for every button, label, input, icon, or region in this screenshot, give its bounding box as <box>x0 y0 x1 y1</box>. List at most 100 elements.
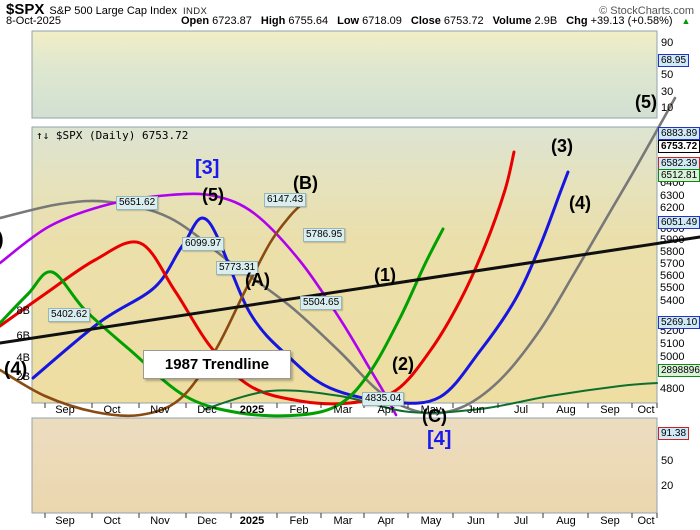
price-flag: 5269.10 <box>658 316 700 329</box>
trendline-1987 <box>0 235 700 345</box>
price-tick: 5100 <box>660 338 685 350</box>
stochastic-tick: 20 <box>661 480 674 492</box>
month-label: Oct <box>103 404 121 416</box>
price-tick: 5700 <box>660 258 685 270</box>
price-callout: 5786.95 <box>303 228 346 242</box>
price-flag: 2898896 <box>658 364 700 377</box>
symbol-row: $SPX S&P 500 Large Cap Index INDX © Stoc… <box>6 1 694 18</box>
elliott-wave-label: (3) <box>551 136 573 156</box>
month-label: Sep <box>55 404 75 416</box>
trendline-annotation: 1987 Trendline <box>143 350 291 379</box>
close-field: Close 6753.72 <box>410 15 484 27</box>
rsi-tick: 30 <box>661 86 674 98</box>
rsi-panel <box>31 30 658 119</box>
price-tick: 5400 <box>660 295 685 307</box>
price-callout: 6099.97 <box>182 237 225 251</box>
price-callout: 5402.62 <box>48 308 91 322</box>
elliott-wave-label: (1) <box>374 265 396 285</box>
month-label: Apr <box>377 404 395 416</box>
rsi-value-flag: 68.95 <box>658 54 690 67</box>
stochastic-panel <box>31 417 658 514</box>
chart-header: $SPX S&P 500 Large Cap Index INDX © Stoc… <box>0 0 700 30</box>
month-label: Nov <box>150 515 170 527</box>
month-label: Nov <box>150 404 170 416</box>
volume-field: Volume 2.9B <box>492 15 558 27</box>
month-label: Oct <box>637 404 655 416</box>
month-label: Sep <box>600 404 620 416</box>
month-label: Sep <box>55 515 75 527</box>
symbol-name: S&P 500 Large Cap Index <box>49 5 177 17</box>
low-field: Low 6718.09 <box>337 15 402 27</box>
month-label: Mar <box>333 404 353 416</box>
month-label: 2025 <box>239 404 265 416</box>
price-callout: 5651.62 <box>116 196 159 210</box>
elliott-wave-label: [3] <box>195 157 220 179</box>
blue-cycle <box>31 170 570 405</box>
elliott-wave-label: (B) <box>293 173 318 193</box>
price-tick: 5500 <box>660 282 685 294</box>
open-field: Open 6723.87 <box>181 15 252 27</box>
month-label: Feb <box>289 515 309 527</box>
rsi-tick: 10 <box>661 102 674 114</box>
elliott-wave-label: (5) <box>202 185 224 205</box>
dark-green-arc <box>204 382 658 414</box>
price-panel <box>31 126 658 404</box>
month-label: May <box>420 404 442 416</box>
elliott-wave-label: (4) <box>4 359 28 380</box>
month-label: Dec <box>197 404 217 416</box>
rsi-tick: 90 <box>661 37 674 49</box>
month-label: Jun <box>467 404 485 416</box>
volume-axis-tick: 4B <box>16 352 30 364</box>
month-label: Jul <box>513 515 529 527</box>
chart-date: 8-Oct-2025 <box>6 15 62 27</box>
green-cycle <box>0 227 445 418</box>
volume-axis-tick: 6B <box>16 330 30 342</box>
month-label: Oct <box>637 515 655 527</box>
main-chart-title: ↑↓ $SPX (Daily) 6753.72 <box>36 129 189 142</box>
exchange: INDX <box>182 6 208 17</box>
elliott-wave-label: [4] <box>427 428 452 450</box>
rsi-tick: 50 <box>661 69 674 81</box>
month-label: May <box>420 515 442 527</box>
price-tick: 6300 <box>660 190 685 202</box>
month-label: Apr <box>377 515 395 527</box>
month-label: Dec <box>197 515 217 527</box>
updown-arrows-icon: ↑↓ <box>36 129 50 142</box>
change-up-arrow-icon: ▲ <box>681 16 691 26</box>
price-flag: 6753.72 <box>658 140 700 153</box>
month-label: Jun <box>467 515 485 527</box>
month-label: Aug <box>556 515 576 527</box>
month-label: Mar <box>333 515 353 527</box>
month-label: Jul <box>513 404 529 416</box>
price-tick: 6200 <box>660 202 685 214</box>
price-callout: 4835.04 <box>362 392 405 406</box>
purple-cycle <box>0 192 398 417</box>
elliott-wave-label: (4) <box>569 193 591 213</box>
price-tick: 5800 <box>660 246 685 258</box>
price-tick: 5900 <box>660 234 685 246</box>
price-flag: 6512.81 <box>658 169 700 182</box>
elliott-wave-label: (5) <box>635 92 657 112</box>
elliott-wave-label: ) <box>0 230 4 250</box>
price-tick: 5000 <box>660 351 685 363</box>
price-flag: 6051.49 <box>658 216 700 229</box>
price-callout: 5504.65 <box>300 296 343 310</box>
month-label: Feb <box>289 404 309 416</box>
month-label: Oct <box>103 515 121 527</box>
elliott-wave-label: (2) <box>392 354 414 374</box>
copyright: © StockCharts.com <box>599 5 694 17</box>
stochastic-tick: 50 <box>661 455 674 467</box>
month-label: Sep <box>600 515 620 527</box>
ohlc-row: 8-Oct-2025 Open 6723.87 High 6755.64 Low 67… <box>6 15 694 27</box>
symbol: $SPX <box>6 1 45 18</box>
price-tick: 5600 <box>660 270 685 282</box>
elliott-wave-label: (C) <box>422 406 447 426</box>
elliott-wave-label: (A) <box>245 270 270 290</box>
high-field: High 6755.64 <box>260 15 329 27</box>
price-callout: 5773.31 <box>216 261 259 275</box>
red-cycle <box>0 150 516 406</box>
stochastic-value-flag: 91.38 <box>658 427 690 440</box>
volume-axis-tick: 8B <box>16 305 30 317</box>
